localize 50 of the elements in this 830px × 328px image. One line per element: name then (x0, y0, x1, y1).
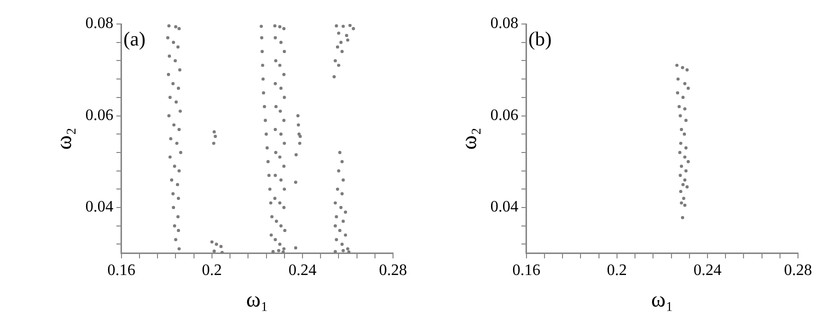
y-tick-label: 0.08 (490, 15, 518, 32)
point (681, 182, 685, 186)
point (682, 132, 686, 136)
point (678, 104, 681, 108)
point (680, 66, 684, 70)
point (685, 185, 689, 188)
point (679, 190, 682, 194)
x-axis-title: ω₁ (651, 286, 674, 312)
point (680, 216, 684, 220)
y-axis-title: ω₂ (456, 128, 481, 150)
y-tick-label: 0.04 (85, 198, 114, 216)
point (680, 128, 684, 132)
point (683, 155, 686, 159)
point (683, 107, 686, 110)
point (681, 96, 685, 100)
y-tick-label: 0.04 (490, 198, 518, 216)
x-tick-label: 0.16 (512, 262, 540, 280)
point (684, 169, 688, 172)
x-tick-label: 0.24 (288, 262, 316, 280)
y-tick-label: 0.06 (490, 106, 518, 124)
x-tick-label: 0.28 (784, 262, 812, 280)
point (678, 114, 682, 118)
point (685, 68, 689, 72)
point (684, 146, 688, 150)
point (679, 142, 682, 145)
y-tick-label: 0.06 (85, 106, 114, 124)
point (678, 174, 682, 178)
x-tick-label: 0.2 (202, 262, 222, 280)
point (675, 64, 679, 67)
point (686, 86, 690, 90)
point (686, 160, 690, 164)
annotation: (b) (528, 28, 552, 50)
x-tick-label: 0.16 (107, 262, 136, 280)
annotation: (a) (123, 28, 146, 50)
point (683, 178, 686, 182)
x-tick-label: 0.24 (693, 262, 722, 280)
point (680, 164, 684, 168)
point (682, 196, 686, 200)
y-axis-title: ω₂ (50, 128, 76, 150)
point (683, 204, 686, 207)
point (680, 201, 684, 205)
point (676, 91, 680, 94)
point (684, 118, 688, 122)
point (683, 82, 686, 86)
x-axis-title: ω₁ (246, 286, 268, 312)
point (676, 77, 680, 81)
x-tick-label: 0.28 (379, 262, 407, 280)
y-tick-label: 0.08 (85, 15, 114, 32)
x-tick-label: 0.2 (606, 262, 627, 280)
point (678, 150, 682, 154)
